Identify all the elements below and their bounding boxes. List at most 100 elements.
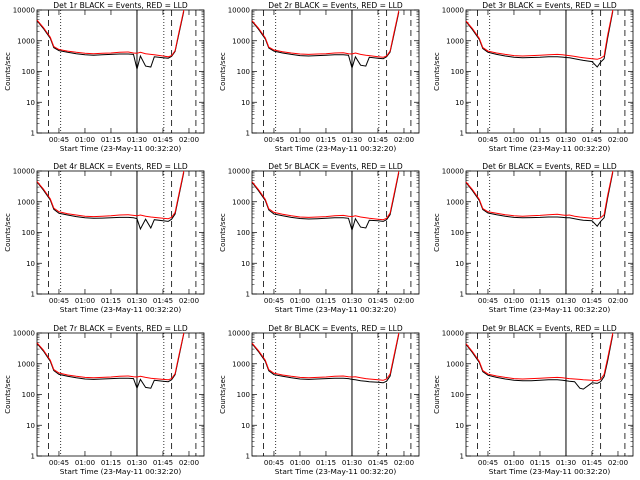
x-tick-label: 00:45 (478, 459, 498, 467)
chart-title: Det 6r BLACK = Events, RED = LLD (482, 162, 617, 171)
x-tick-label: 01:30 (342, 297, 362, 305)
y-tick-label: 1 (460, 130, 464, 138)
events-series-line (251, 12, 400, 70)
x-tick-label: 00:45 (478, 297, 498, 305)
y-tick-label: 100 (451, 391, 464, 399)
y-tick-label: 1 (460, 453, 464, 461)
chart-title: Det 3r BLACK = Events, RED = LLD (482, 1, 617, 10)
x-tick-label: 01:45 (582, 136, 602, 144)
chart-panel: Det 1r BLACK = Events, RED = LLD 1 10 100 10… (4, 1, 205, 153)
plot-frame (251, 332, 420, 457)
x-tick-label: 01:15 (530, 459, 550, 467)
y-tick-label: 10000 (442, 7, 464, 15)
plot-frame (36, 9, 205, 134)
y-tick-label: 10000 (228, 330, 250, 338)
lld-series-line (251, 332, 400, 381)
x-tick-label: 01:30 (556, 297, 576, 305)
y-tick-label: 10 (26, 99, 35, 107)
lld-series-line (36, 332, 185, 381)
y-tick-label: 100 (237, 68, 250, 76)
chart-panel: Det 8r BLACK = Events, RED = LLD 1 10 100 10… (219, 324, 420, 476)
events-series-line (251, 333, 400, 384)
y-tick-label: 1 (246, 130, 250, 138)
y-tick-label: 10000 (13, 7, 35, 15)
y-tick-label: 1000 (232, 198, 250, 206)
chart-title: Det 9r BLACK = Events, RED = LLD (482, 324, 617, 333)
y-tick-label: 10000 (228, 7, 250, 15)
y-tick-label: 100 (22, 68, 35, 76)
x-tick-label: 01:30 (127, 136, 147, 144)
y-tick-label: 1 (246, 291, 250, 299)
x-axis-label: Start Time (23-May-11 00:32:20) (275, 467, 397, 476)
x-tick-label: 01:45 (368, 297, 388, 305)
x-tick-label: 01:30 (342, 136, 362, 144)
lld-series-line (465, 170, 614, 220)
x-tick-label: 02:00 (608, 136, 628, 144)
x-tick-label: 00:45 (49, 459, 69, 467)
x-tick-label: 01:45 (582, 297, 602, 305)
y-tick-label: 10 (26, 422, 35, 430)
x-tick-label: 01:15 (101, 459, 121, 467)
lld-series-line (465, 332, 614, 382)
plot-frame (36, 332, 205, 457)
x-axis-label: Start Time (23-May-11 00:32:20) (489, 144, 611, 153)
y-tick-label: 100 (237, 391, 250, 399)
y-tick-label: 1 (246, 453, 250, 461)
y-tick-label: 100 (451, 68, 464, 76)
y-axis-label: Counts/sec (219, 375, 227, 414)
x-axis-label: Start Time (23-May-11 00:32:20) (60, 144, 182, 153)
x-tick-label: 00:45 (264, 459, 284, 467)
x-tick-label: 01:45 (153, 136, 173, 144)
lld-series-line (251, 10, 400, 58)
x-tick-label: 01:00 (504, 459, 524, 467)
plot-frame (251, 170, 420, 295)
x-tick-label: 01:00 (75, 297, 95, 305)
chart-panel: Det 3r BLACK = Events, RED = LLD 1 10 100 10… (433, 1, 634, 153)
chart-title: Det 5r BLACK = Events, RED = LLD (268, 162, 403, 171)
x-tick-label: 01:00 (75, 136, 95, 144)
y-axis-label: Counts/sec (219, 213, 227, 252)
x-tick-label: 01:45 (582, 459, 602, 467)
chart-panel: Det 7r BLACK = Events, RED = LLD 1 10 100 10… (4, 324, 205, 476)
x-tick-label: 01:15 (101, 136, 121, 144)
y-tick-label: 10 (241, 422, 250, 430)
x-tick-label: 01:45 (153, 459, 173, 467)
y-tick-label: 10 (26, 260, 35, 268)
x-tick-label: 01:15 (530, 297, 550, 305)
y-tick-label: 1 (31, 453, 35, 461)
x-tick-label: 02:00 (394, 459, 414, 467)
plot-frame (465, 170, 634, 295)
y-tick-label: 10 (455, 260, 464, 268)
y-tick-label: 10000 (13, 330, 35, 338)
y-tick-label: 100 (22, 391, 35, 399)
x-tick-label: 00:45 (49, 297, 69, 305)
chart-title: Det 8r BLACK = Events, RED = LLD (268, 324, 403, 333)
y-tick-label: 10000 (228, 168, 250, 176)
x-tick-label: 01:45 (368, 136, 388, 144)
x-tick-label: 01:15 (316, 297, 336, 305)
y-tick-label: 100 (237, 229, 250, 237)
x-tick-label: 01:00 (504, 297, 524, 305)
y-tick-label: 1000 (446, 37, 464, 45)
y-tick-label: 10 (455, 422, 464, 430)
y-tick-label: 100 (22, 229, 35, 237)
x-tick-label: 01:00 (290, 297, 310, 305)
y-axis-label: Counts/sec (4, 52, 12, 91)
chart-panel: Det 4r BLACK = Events, RED = LLD 1 10 100 10… (4, 162, 205, 314)
chart-title: Det 4r BLACK = Events, RED = LLD (53, 162, 188, 171)
y-tick-label: 1000 (17, 198, 35, 206)
x-tick-label: 01:00 (504, 136, 524, 144)
plot-frame (251, 9, 420, 134)
events-series-line (36, 333, 185, 390)
x-tick-label: 01:15 (316, 459, 336, 467)
events-series-line (465, 334, 614, 390)
x-tick-label: 02:00 (179, 297, 199, 305)
lld-series-line (251, 171, 400, 221)
y-tick-label: 10 (241, 99, 250, 107)
events-series-line (251, 172, 400, 232)
x-axis-label: Start Time (23-May-11 00:32:20) (275, 305, 397, 314)
lld-series-line (36, 170, 185, 220)
x-tick-label: 00:45 (49, 136, 69, 144)
y-axis-label: Counts/sec (4, 375, 12, 414)
events-series-line (465, 11, 614, 68)
